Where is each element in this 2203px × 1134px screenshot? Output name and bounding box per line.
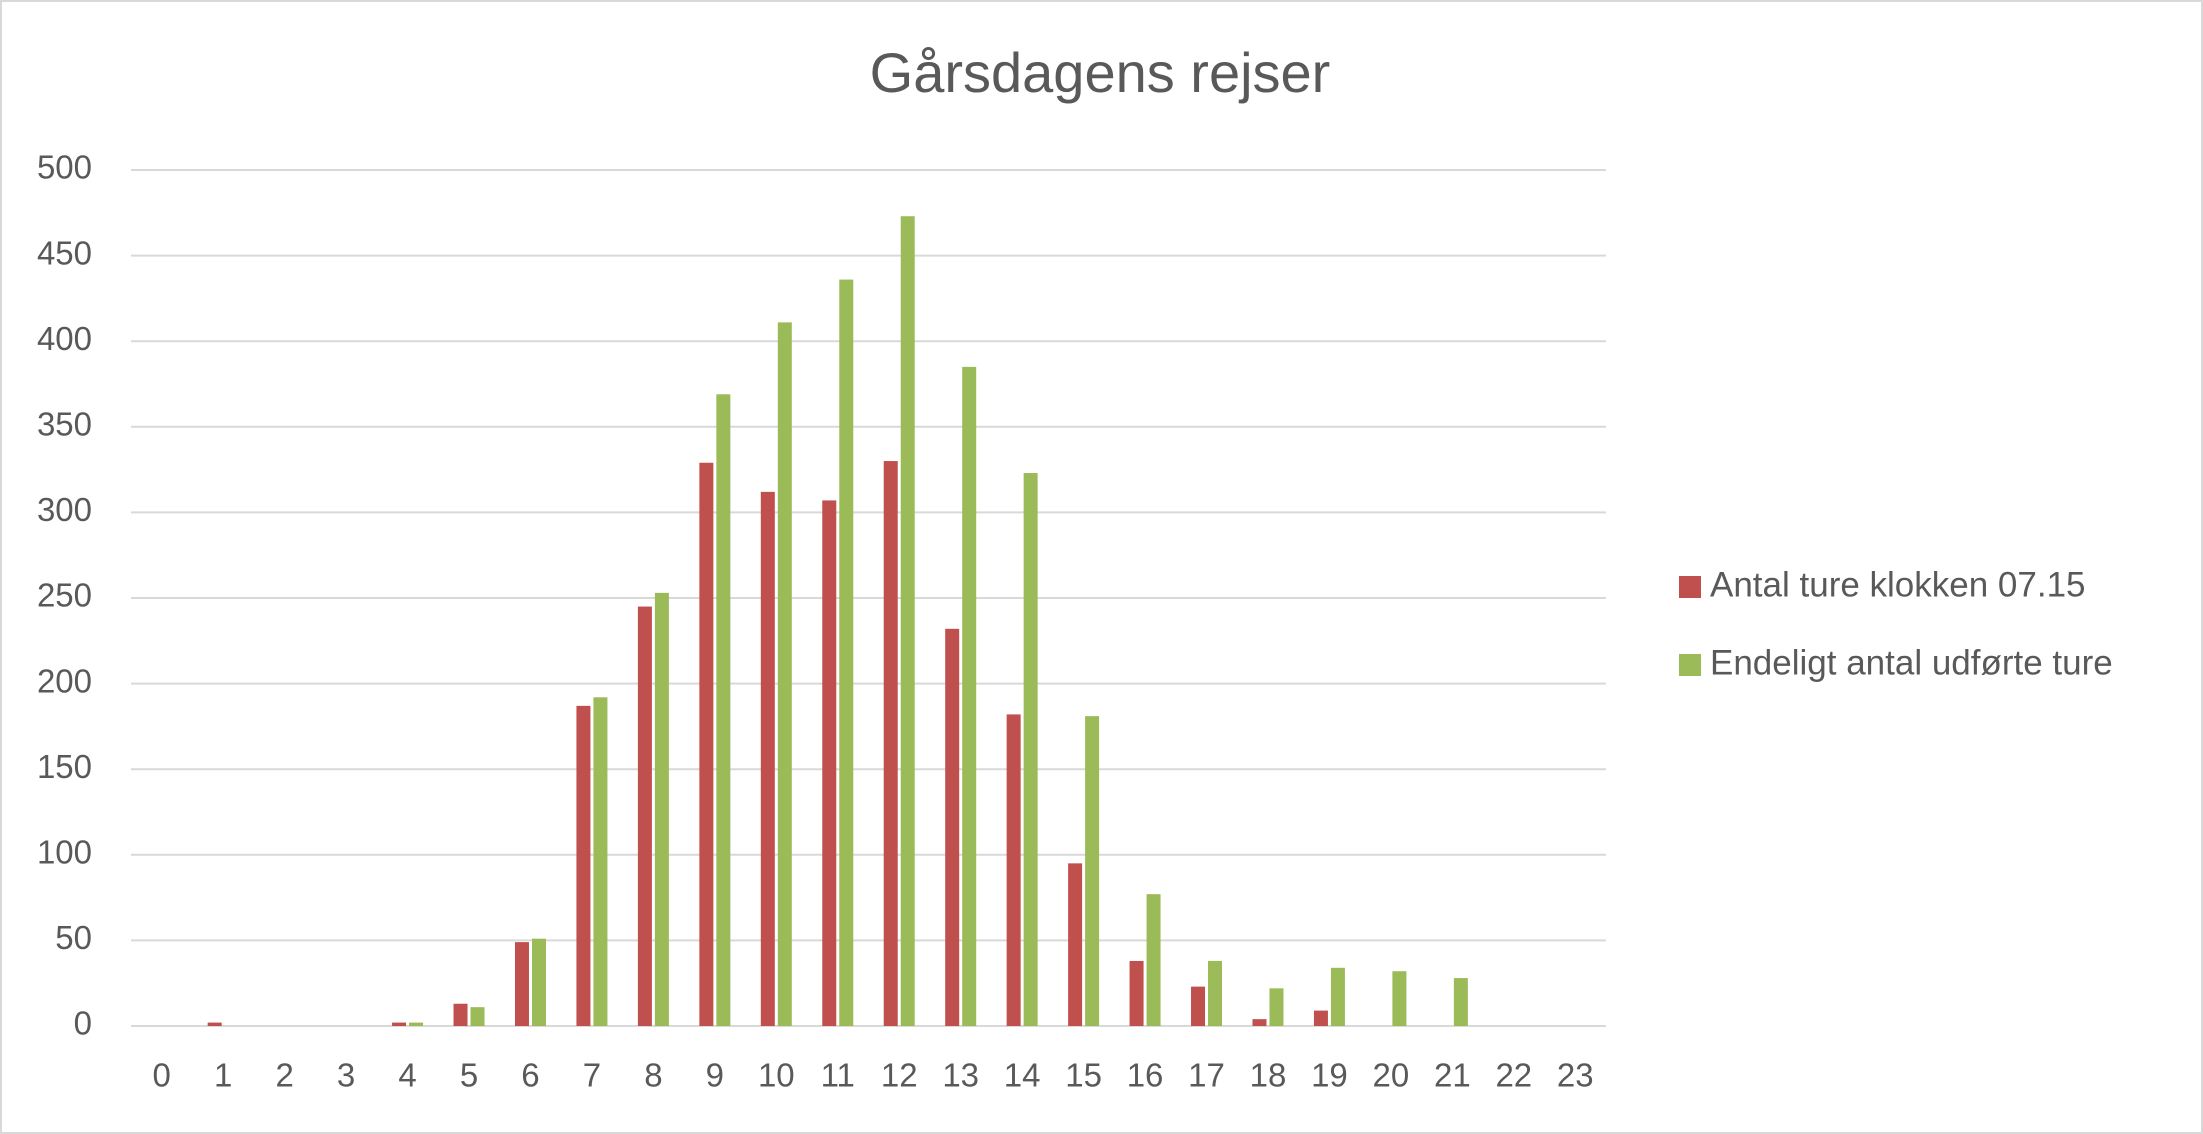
x-tick-label: 19 bbox=[1311, 1057, 1348, 1094]
y-tick-label: 400 bbox=[37, 320, 92, 357]
bar bbox=[453, 1003, 468, 1026]
bar bbox=[1208, 960, 1223, 1026]
x-tick-label: 2 bbox=[275, 1057, 293, 1094]
y-tick-label: 150 bbox=[37, 748, 92, 785]
bar bbox=[1330, 967, 1345, 1026]
bar bbox=[1006, 714, 1021, 1026]
legend-swatch bbox=[1679, 576, 1701, 598]
bar bbox=[654, 592, 669, 1026]
x-tick-label: 11 bbox=[821, 1057, 855, 1094]
x-tick-label: 8 bbox=[644, 1057, 662, 1094]
bar bbox=[962, 366, 977, 1026]
bar bbox=[1129, 960, 1144, 1026]
bar bbox=[392, 1022, 407, 1026]
y-tick-label: 100 bbox=[37, 834, 92, 871]
x-tick-label: 20 bbox=[1373, 1057, 1410, 1094]
x-tick-label: 13 bbox=[942, 1057, 979, 1094]
bar bbox=[716, 394, 731, 1027]
legend-label: Endeligt antal udførte ture bbox=[1710, 643, 2113, 682]
bar bbox=[1453, 978, 1468, 1026]
bar bbox=[1392, 971, 1407, 1026]
bar bbox=[470, 1007, 485, 1026]
legend-swatch bbox=[1679, 654, 1701, 676]
x-tick-label: 16 bbox=[1127, 1057, 1164, 1094]
x-tick-label: 14 bbox=[1004, 1057, 1041, 1094]
x-tick-label: 6 bbox=[521, 1057, 539, 1094]
y-tick-label: 350 bbox=[37, 406, 92, 443]
bar bbox=[1269, 988, 1284, 1026]
x-tick-label: 12 bbox=[881, 1057, 918, 1094]
x-tick-label: 0 bbox=[153, 1057, 171, 1094]
bar bbox=[531, 938, 546, 1026]
legend-label: Antal ture klokken 07.15 bbox=[1710, 565, 2086, 604]
bar bbox=[1085, 716, 1100, 1026]
x-tick-label: 22 bbox=[1495, 1057, 1532, 1094]
x-tick-label: 18 bbox=[1250, 1057, 1287, 1094]
bar bbox=[699, 462, 714, 1026]
x-tick-label: 15 bbox=[1065, 1057, 1102, 1094]
bar bbox=[1146, 894, 1161, 1026]
y-tick-label: 250 bbox=[37, 577, 92, 614]
bar bbox=[576, 705, 591, 1026]
bar bbox=[637, 606, 652, 1026]
bar bbox=[593, 697, 608, 1026]
y-tick-label: 200 bbox=[37, 662, 92, 699]
y-tick-label: 50 bbox=[55, 919, 92, 956]
y-tick-label: 500 bbox=[37, 149, 92, 186]
bar bbox=[1313, 1010, 1328, 1026]
x-tick-label: 7 bbox=[583, 1057, 601, 1094]
x-tick-label: 1 bbox=[214, 1057, 232, 1094]
bar bbox=[839, 279, 854, 1026]
x-tick-label: 4 bbox=[398, 1057, 416, 1094]
bar bbox=[900, 216, 915, 1026]
bar bbox=[1191, 986, 1206, 1026]
bar bbox=[1023, 473, 1038, 1026]
y-tick-label: 0 bbox=[74, 1005, 92, 1042]
x-tick-label: 3 bbox=[337, 1057, 355, 1094]
x-tick-label: 10 bbox=[758, 1057, 795, 1094]
bar bbox=[409, 1022, 424, 1026]
bar bbox=[822, 500, 837, 1026]
x-tick-label: 23 bbox=[1557, 1057, 1594, 1094]
x-tick-label: 9 bbox=[706, 1057, 724, 1094]
bar bbox=[1252, 1019, 1267, 1026]
bar bbox=[760, 491, 775, 1027]
y-tick-label: 300 bbox=[37, 491, 92, 528]
x-tick-label: 21 bbox=[1434, 1057, 1471, 1094]
bar bbox=[777, 322, 792, 1026]
x-tick-label: 5 bbox=[460, 1057, 478, 1094]
bar bbox=[945, 628, 960, 1026]
bar bbox=[883, 461, 898, 1026]
x-tick-label: 17 bbox=[1188, 1057, 1225, 1094]
bar bbox=[207, 1022, 222, 1026]
bar bbox=[514, 942, 529, 1026]
chart-title: Gårsdagens rejser bbox=[870, 41, 1331, 104]
bar bbox=[1068, 863, 1083, 1026]
y-tick-label: 450 bbox=[37, 234, 92, 271]
